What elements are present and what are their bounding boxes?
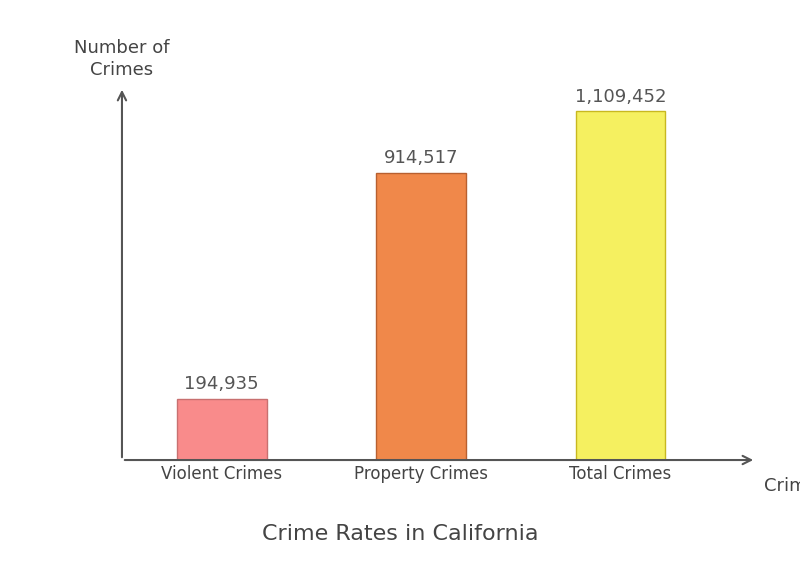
Bar [575, 112, 666, 460]
Text: 914,517: 914,517 [384, 149, 458, 167]
Text: Crime Type: Crime Type [764, 477, 800, 495]
Bar [376, 173, 466, 460]
Text: Number of
Crimes: Number of Crimes [74, 39, 170, 79]
Bar [177, 399, 266, 460]
Text: Crime Rates in California: Crime Rates in California [262, 524, 538, 544]
Text: 1,109,452: 1,109,452 [574, 88, 666, 106]
Text: 194,935: 194,935 [184, 375, 259, 393]
